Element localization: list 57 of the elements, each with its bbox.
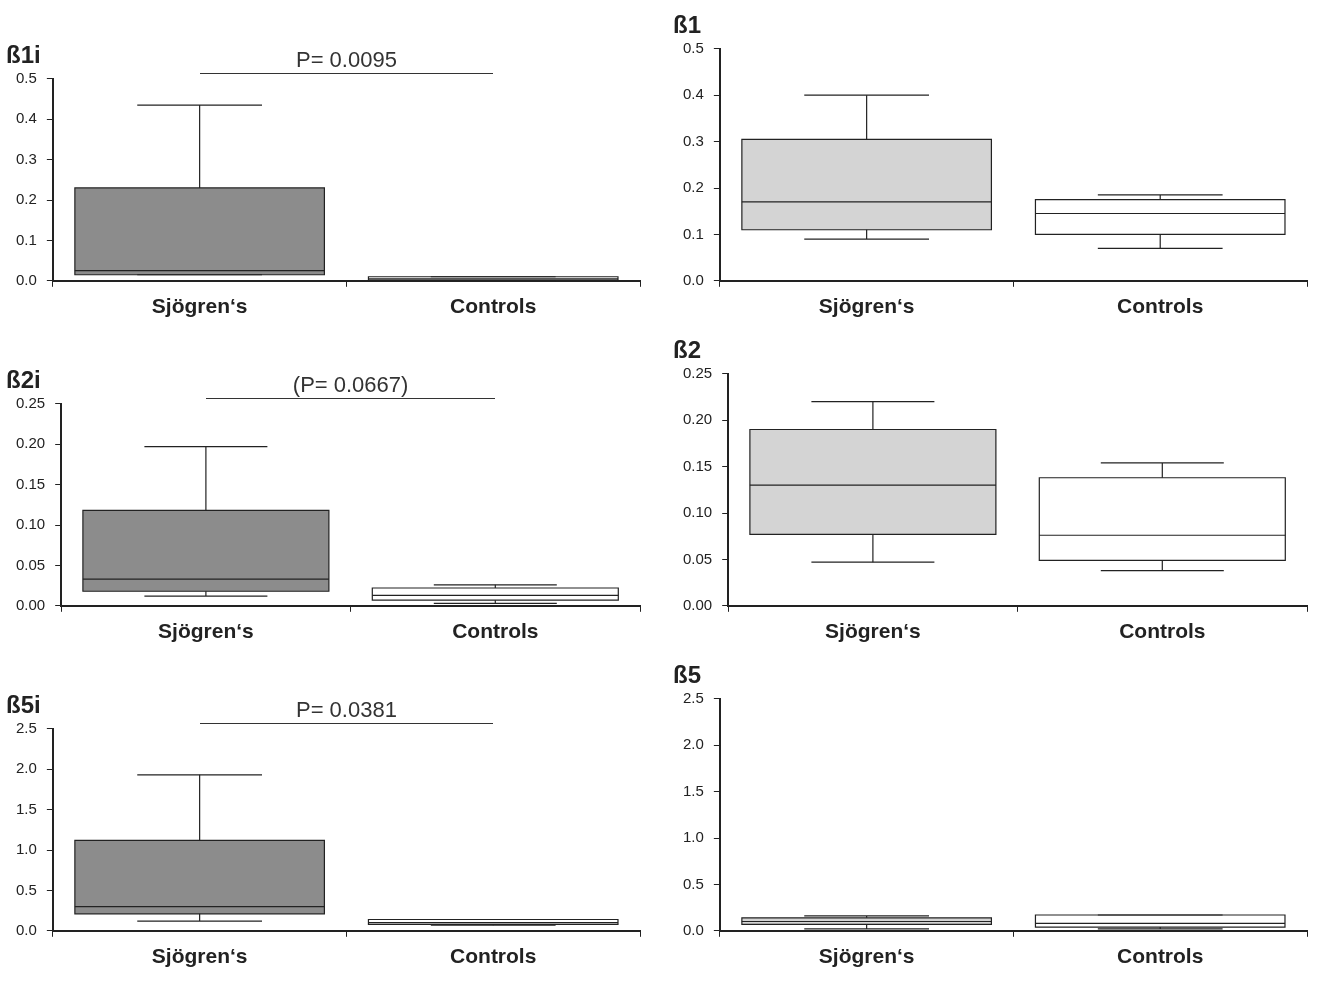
x-tick-label: Controls bbox=[452, 619, 539, 643]
chart-title: ß1 bbox=[673, 11, 702, 39]
x-tick-label: Controls bbox=[1119, 619, 1206, 643]
y-tick-label: 0.00 bbox=[682, 595, 713, 613]
x-tick-label: Controls bbox=[450, 294, 537, 318]
y-tick-label: 0.25 bbox=[15, 393, 46, 411]
x-tick-label: Controls bbox=[1117, 294, 1204, 318]
x-tick-label: Sjögren‘s bbox=[825, 619, 921, 643]
y-tick-label: 0.2 bbox=[682, 178, 704, 196]
y-tick-label: 1.5 bbox=[682, 781, 704, 799]
y-tick-label: 0.3 bbox=[682, 131, 704, 149]
y-tick-label: 1.0 bbox=[682, 828, 704, 846]
y-tick-label: 0.05 bbox=[15, 555, 46, 573]
y-tick-label: 0.0 bbox=[682, 920, 704, 938]
y-tick-label: 0.0 bbox=[682, 270, 704, 288]
x-tick-label: Sjögren‘s bbox=[158, 619, 254, 643]
y-tick-label: 0.20 bbox=[15, 434, 46, 452]
x-tick-label: Controls bbox=[1117, 944, 1204, 968]
text: (P= 0.0667) bbox=[292, 371, 409, 397]
y-tick-label: 2.0 bbox=[15, 759, 37, 777]
chart-title: ß5 bbox=[673, 661, 702, 689]
y-tick-label: 1.5 bbox=[15, 799, 37, 817]
text: P= 0.0095 bbox=[295, 46, 397, 72]
x-tick-label: Sjögren‘s bbox=[818, 944, 915, 968]
x-tick-label: Sjögren‘s bbox=[818, 294, 915, 318]
y-tick-label: 0.5 bbox=[682, 38, 704, 56]
text: P= 0.0381 bbox=[295, 696, 397, 722]
y-tick-label: 0.1 bbox=[682, 224, 704, 242]
y-tick-label: 0.0 bbox=[15, 920, 37, 938]
y-tick-label: 0.00 bbox=[15, 595, 46, 613]
y-tick-label: 2.5 bbox=[682, 688, 704, 706]
y-tick-label: 1.0 bbox=[15, 840, 37, 858]
y-tick-label: 0.15 bbox=[15, 474, 46, 492]
chart-title: ß1i bbox=[6, 41, 41, 69]
y-tick-label: 2.5 bbox=[15, 718, 37, 736]
chart-title: ß2 bbox=[673, 336, 702, 364]
x-tick-label: Controls bbox=[450, 944, 537, 968]
y-tick-label: 0.4 bbox=[682, 85, 704, 103]
x-tick-label: Sjögren‘s bbox=[151, 294, 248, 318]
y-tick-label: 0.5 bbox=[682, 874, 704, 892]
y-tick-label: 0.20 bbox=[682, 410, 713, 428]
y-tick-label: 0.5 bbox=[15, 880, 37, 898]
y-tick-label: 0.5 bbox=[15, 68, 37, 86]
y-tick-label: 0.4 bbox=[15, 109, 37, 127]
y-tick-label: 0.05 bbox=[682, 549, 713, 567]
y-tick-label: 2.0 bbox=[682, 735, 704, 753]
chart-title: ß2i bbox=[6, 366, 41, 394]
y-tick-label: 0.3 bbox=[15, 149, 37, 167]
x-tick-label: Sjögren‘s bbox=[151, 944, 248, 968]
y-tick-label: 0.1 bbox=[15, 230, 37, 248]
y-tick-label: 0.10 bbox=[682, 503, 713, 521]
y-tick-label: 0.0 bbox=[15, 270, 37, 288]
y-tick-label: 0.10 bbox=[15, 515, 46, 533]
y-tick-label: 0.15 bbox=[682, 456, 713, 474]
y-tick-label: 0.25 bbox=[682, 363, 713, 381]
y-tick-label: 0.2 bbox=[15, 190, 37, 208]
chart-title: ß5i bbox=[6, 691, 41, 719]
